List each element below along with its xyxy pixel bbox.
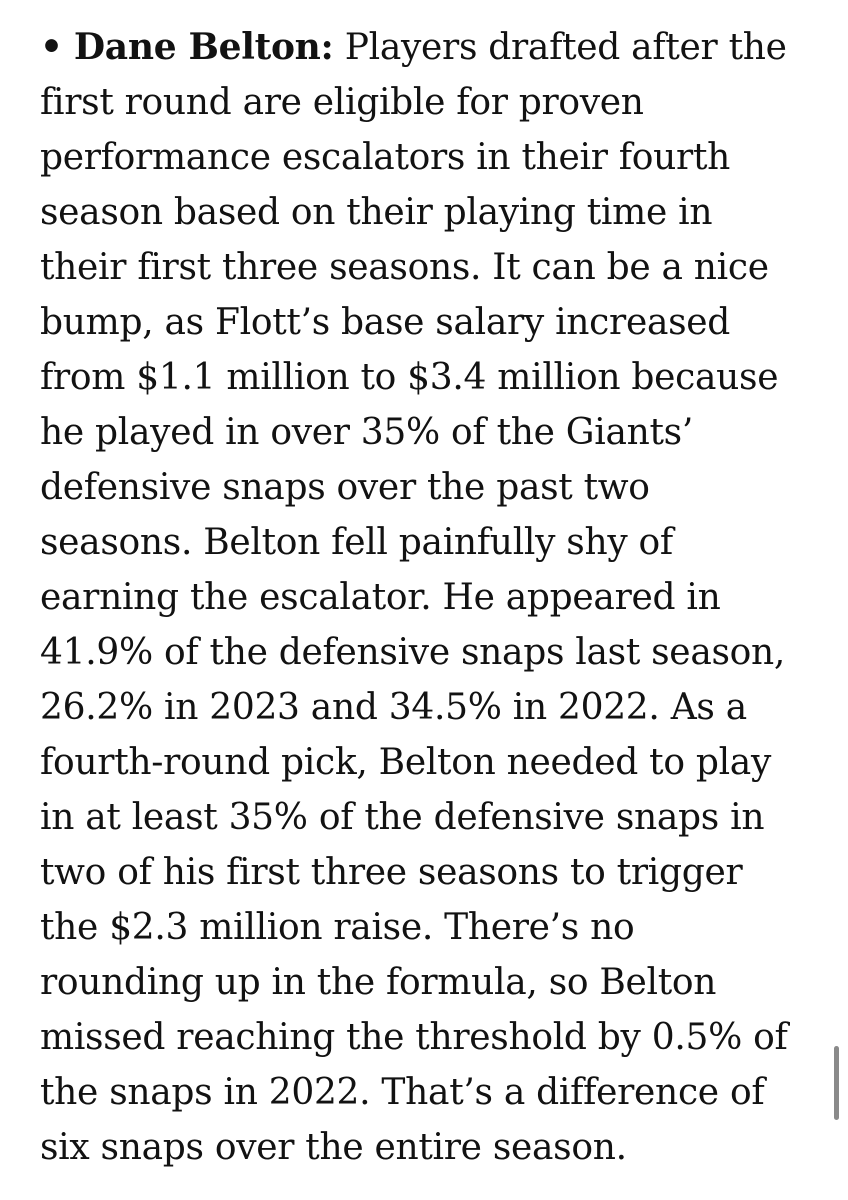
- article-line: missed reaching the threshold by 0.5% of: [40, 1017, 788, 1058]
- article-line: performance escalators in their fourth: [40, 137, 731, 178]
- article-line: in at least 35% of the defensive snaps i…: [40, 797, 765, 838]
- article-line: six snaps over the entire season.: [40, 1127, 627, 1168]
- article-paragraph: • Dane Belton: Players drafted after the…: [40, 20, 820, 1175]
- player-name: Dane Belton:: [73, 26, 334, 68]
- article-line: rounding up in the formula, so Belton: [40, 962, 717, 1003]
- scrollbar-thumb[interactable]: [834, 1046, 839, 1120]
- article-line: the $2.3 million raise. There’s no: [40, 907, 635, 948]
- article-line: seasons. Belton fell painfully shy of: [40, 522, 673, 563]
- article-line: 26.2% in 2023 and 34.5% in 2022. As a: [40, 687, 747, 728]
- article-line: • Dane Belton: Players drafted after the: [40, 20, 820, 75]
- article-line: earning the escalator. He appeared in: [40, 577, 721, 618]
- article-line: the snaps in 2022. That’s a difference o…: [40, 1072, 765, 1113]
- article-line: defensive snaps over the past two: [40, 467, 650, 508]
- article-line: he played in over 35% of the Giants’: [40, 412, 694, 453]
- bullet-icon: •: [40, 26, 63, 68]
- article-line: from $1.1 million to $3.4 million becaus…: [40, 357, 779, 398]
- article-line: their first three seasons. It can be a n…: [40, 247, 769, 288]
- article-line: 41.9% of the defensive snaps last season…: [40, 632, 786, 673]
- article-line: bump, as Flott’s base salary increased: [40, 302, 731, 343]
- article-line-text: Players drafted after the: [344, 27, 787, 68]
- article-line: first round are eligible for proven: [40, 82, 644, 123]
- article-line: two of his first three seasons to trigge…: [40, 852, 743, 893]
- article-line: fourth-round pick, Belton needed to play: [40, 742, 771, 783]
- article-line: season based on their playing time in: [40, 192, 713, 233]
